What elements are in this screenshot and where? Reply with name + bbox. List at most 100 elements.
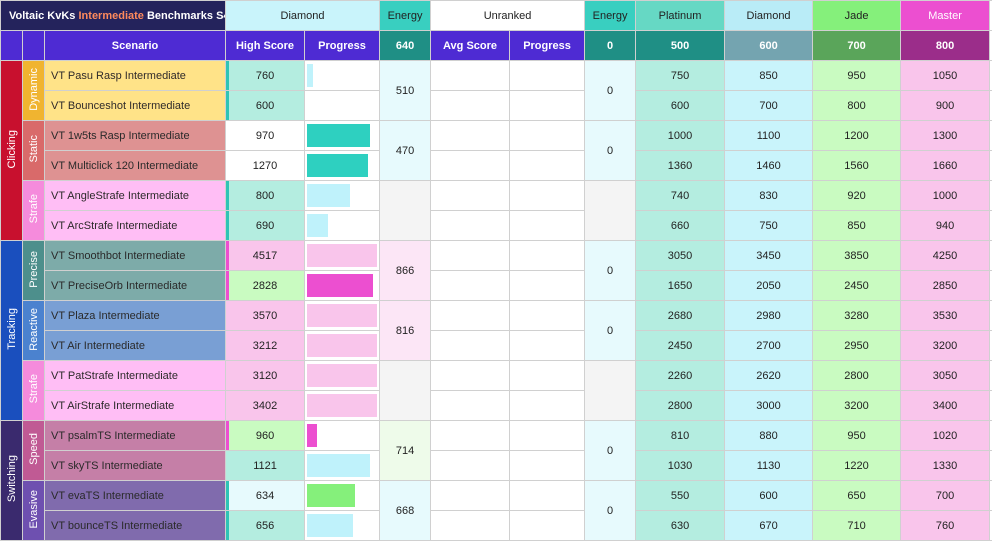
avg-score-cell xyxy=(431,271,510,301)
rank-threshold: 3200 xyxy=(813,391,901,421)
subcategory-cell: Speed xyxy=(23,421,45,481)
scenario-name[interactable]: VT 1w5ts Rasp Intermediate xyxy=(45,121,226,151)
category-label: Switching xyxy=(6,455,18,502)
progress-bar xyxy=(307,514,353,537)
progress-bar xyxy=(307,334,377,357)
unranked-progress-cell xyxy=(510,121,585,151)
rank-threshold: 1130 xyxy=(725,451,813,481)
rank-threshold: 2950 xyxy=(813,331,901,361)
rank-threshold: 1300 xyxy=(901,121,990,151)
scenario-name[interactable]: VT evaTS Intermediate xyxy=(45,481,226,511)
avg-score-cell xyxy=(431,511,510,541)
rank-threshold: 950 xyxy=(813,421,901,451)
scenario-name[interactable]: VT Bounceshot Intermediate xyxy=(45,91,226,121)
progress-bar xyxy=(307,244,377,267)
progress-cell xyxy=(305,241,380,271)
progress-cell xyxy=(305,121,380,151)
avg-score-cell xyxy=(431,361,510,391)
scenario-name[interactable]: VT psalmTS Intermediate xyxy=(45,421,226,451)
rank-threshold: 2260 xyxy=(636,361,725,391)
progress-cell xyxy=(305,451,380,481)
rank-threshold: 1000 xyxy=(901,181,990,211)
rank-threshold: 3200 xyxy=(901,331,990,361)
unranked-energy-value: 0 xyxy=(585,421,636,481)
scenario-name[interactable]: VT Smoothbot Intermediate xyxy=(45,241,226,271)
rank-threshold: 1360 xyxy=(636,151,725,181)
rank-threshold: 1000 xyxy=(636,121,725,151)
unranked-energy-value xyxy=(585,181,636,241)
unranked-progress-cell xyxy=(510,391,585,421)
rank-threshold: 1100 xyxy=(725,121,813,151)
rank-threshold: 4250 xyxy=(901,241,990,271)
progress-bar xyxy=(307,124,370,147)
unranked-progress-cell xyxy=(510,481,585,511)
scenario-name[interactable]: VT Plaza Intermediate xyxy=(45,301,226,331)
rank-threshold: 700 xyxy=(901,481,990,511)
avg-score-cell xyxy=(431,421,510,451)
rank-threshold: 660 xyxy=(636,211,725,241)
scenario-name[interactable]: VT bounceTS Intermediate xyxy=(45,511,226,541)
progress-bar xyxy=(307,364,377,387)
high-score-value: 800 xyxy=(226,181,305,211)
scenario-name[interactable]: VT skyTS Intermediate xyxy=(45,451,226,481)
energy-value: 866 xyxy=(380,241,431,301)
progress-cell xyxy=(305,61,380,91)
rank-threshold: 2050 xyxy=(725,271,813,301)
rank-threshold: 760 xyxy=(901,511,990,541)
rank-threshold: 1050 xyxy=(901,61,990,91)
rank-threshold: 3050 xyxy=(901,361,990,391)
rank-threshold: 750 xyxy=(725,211,813,241)
rank-threshold: 810 xyxy=(636,421,725,451)
scenario-name[interactable]: VT PreciseOrb Intermediate xyxy=(45,271,226,301)
energy-value xyxy=(380,361,431,421)
unranked-energy-value: 0 xyxy=(585,481,636,541)
corner-cell-2 xyxy=(23,31,45,61)
rank-threshold: 1460 xyxy=(725,151,813,181)
avg-score-cell xyxy=(431,211,510,241)
rank-threshold: 3000 xyxy=(725,391,813,421)
avg-score-cell xyxy=(431,91,510,121)
rank-header-platinum: Platinum xyxy=(636,1,725,31)
rank-threshold: 3050 xyxy=(636,241,725,271)
progress-cell xyxy=(305,211,380,241)
subcategory-cell: Dynamic xyxy=(23,61,45,121)
progress-bar xyxy=(307,214,328,237)
scenario-name[interactable]: VT AngleStrafe Intermediate xyxy=(45,181,226,211)
unranked-progress-cell xyxy=(510,151,585,181)
scenario-name[interactable]: VT ArcStrafe Intermediate xyxy=(45,211,226,241)
high-score-value: 690 xyxy=(226,211,305,241)
avg-score-cell xyxy=(431,301,510,331)
subcategory-label: Reactive xyxy=(28,308,40,351)
scenario-name[interactable]: VT Air Intermediate xyxy=(45,331,226,361)
progress-cell xyxy=(305,181,380,211)
high-score-value: 1121 xyxy=(226,451,305,481)
subcategory-label: Speed xyxy=(28,433,40,465)
energy-value: 714 xyxy=(380,421,431,481)
avg-score-cell xyxy=(431,121,510,151)
rank-threshold: 2800 xyxy=(636,391,725,421)
rank-threshold: 1650 xyxy=(636,271,725,301)
energy-value: 510 xyxy=(380,61,431,121)
progress-bar xyxy=(307,454,370,477)
rank-threshold: 1200 xyxy=(813,121,901,151)
subcategory-cell: Reactive xyxy=(23,301,45,361)
avg-score-cell xyxy=(431,241,510,271)
progress-bar xyxy=(307,424,317,447)
scenario-name[interactable]: VT PatStrafe Intermediate xyxy=(45,361,226,391)
rank-threshold: 2450 xyxy=(813,271,901,301)
scenario-name[interactable]: VT AirStrafe Intermediate xyxy=(45,391,226,421)
scenario-name[interactable]: VT Multiclick 120 Intermediate xyxy=(45,151,226,181)
avg-score-cell xyxy=(431,151,510,181)
energy-value: 470 xyxy=(380,121,431,181)
subcategory-label: Dynamic xyxy=(28,68,40,111)
rank-threshold: 600 xyxy=(636,91,725,121)
scenario-name[interactable]: VT Pasu Rasp Intermediate xyxy=(45,61,226,91)
avg-score-cell xyxy=(431,451,510,481)
